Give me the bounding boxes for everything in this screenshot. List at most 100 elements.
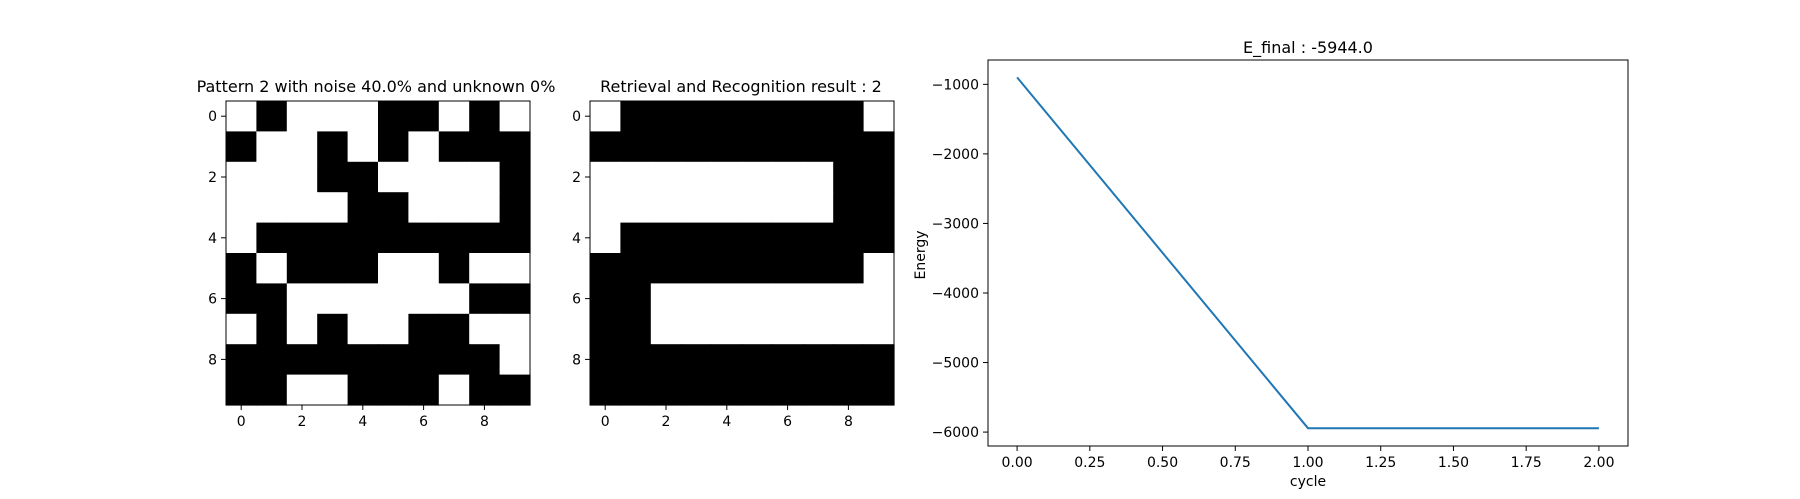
cell-r4-c0 [590,222,621,254]
cell-r8-c6 [408,344,440,376]
x-tick-label-0: 0 [601,414,610,430]
cell-r5-c0 [590,253,621,284]
cell-r8-c9 [499,344,531,376]
cell-r6-c3 [681,283,713,315]
cell-r6-c7 [802,283,834,315]
y-tick-label-4: 4 [572,231,581,247]
cell-r5-c3 [317,253,349,284]
cell-r5-c3 [681,253,713,284]
cell-r2-c7 [438,161,470,193]
y-tick-label-0: 0 [208,109,217,125]
x-tick-label-6: 6 [419,414,428,430]
retrieval-result-ticks: 0 2 4 6 8 0 2 4 6 8 [572,109,853,430]
cell-r8-c2 [650,344,682,376]
x-tick-label-7: 1.75 [1511,455,1542,471]
cell-r1-c0 [590,131,621,163]
cell-r6-c2 [286,283,318,315]
cell-r7-c2 [650,313,682,345]
energy-series-line [1016,76,1599,430]
cell-r5-c9 [499,253,531,284]
cell-r6-c9 [863,283,895,315]
retrieval-result-title: Retrieval and Recognition result : 2 [600,77,882,96]
cell-r4-c5 [378,222,409,254]
cell-r8-c9 [863,344,895,376]
cell-r0-c8 [469,101,501,132]
x-tick-label-0: 0 [237,414,246,430]
cell-r0-c7 [802,101,834,132]
cell-r7-c7 [438,313,470,345]
cell-r0-c8 [833,101,865,132]
cell-r4-c7 [802,222,834,254]
cell-r4-c4 [347,222,379,254]
cell-r3-c1 [256,192,288,224]
noisy-pattern-panel: Pattern 2 with noise 40.0% and unknown 0… [197,77,556,430]
cell-r1-c1 [256,131,288,163]
cell-r4-c4 [711,222,743,254]
cell-r1-c5 [378,131,409,163]
cell-r9-c4 [347,374,379,406]
cell-r4-c5 [742,222,773,254]
cell-r9-c3 [317,374,349,406]
energy-y-axis-label: Energy [913,230,929,279]
cell-r6-c8 [833,283,865,315]
cell-r9-c9 [499,374,531,406]
cell-r4-c6 [772,222,804,254]
cell-r5-c4 [711,253,743,284]
cell-r0-c0 [590,101,621,132]
cell-r1-c9 [863,131,895,163]
cell-r0-c1 [256,101,288,132]
cell-r9-c4 [711,374,743,406]
cell-r7-c3 [317,313,349,345]
x-tick-label-2: 0.50 [1147,455,1178,471]
x-tick-label-0: 0.00 [1002,455,1033,471]
cell-r6-c4 [347,283,379,315]
cell-r8-c5 [742,344,773,376]
y-tick-label-2: −3000 [932,216,979,232]
cell-r5-c1 [256,253,288,284]
x-tick-label-8: 8 [844,414,853,430]
x-tick-label-4: 4 [722,414,731,430]
cell-r0-c3 [681,101,713,132]
cell-r1-c5 [742,131,773,163]
cell-r2-c8 [833,161,865,193]
cell-r7-c6 [772,313,804,345]
cell-r2-c2 [286,161,318,193]
cell-r9-c7 [802,374,834,406]
cell-r3-c7 [802,192,834,224]
noisy-pattern-title: Pattern 2 with noise 40.0% and unknown 0… [197,77,556,96]
cell-r9-c8 [469,374,501,406]
y-tick-label-4: 4 [208,231,217,247]
x-tick-label-2: 2 [298,414,307,430]
cell-r2-c0 [590,161,621,193]
energy-plot-ticks: 0.00 0.25 0.50 0.75 1.00 1.25 1.50 1.75 2.00 −100… [932,77,1615,471]
cell-r6-c8 [469,283,501,315]
noisy-pattern-ticks: 0 2 4 6 8 0 2 4 6 8 [208,109,489,430]
y-tick-label-0: 0 [572,109,581,125]
cell-r4-c3 [317,222,349,254]
cell-r1-c3 [681,131,713,163]
retrieval-result-panel: Retrieval and Recognition result : 2 0 2 4… [572,77,895,430]
y-tick-label-3: −4000 [932,286,979,302]
cell-r6-c6 [408,283,440,315]
x-tick-label-2: 2 [662,414,671,430]
cell-r4-c9 [863,222,895,254]
x-tick-label-4: 1.00 [1292,455,1323,471]
cell-r0-c9 [863,101,895,132]
cell-r3-c8 [833,192,865,224]
cell-r2-c6 [408,161,440,193]
cell-r7-c4 [347,313,379,345]
cell-r3-c5 [378,192,409,224]
cell-r3-c3 [681,192,713,224]
cell-r4-c2 [650,222,682,254]
cell-r0-c7 [438,101,470,132]
cell-r6-c6 [772,283,804,315]
x-tick-label-6: 6 [783,414,792,430]
cell-r4-c6 [408,222,440,254]
cell-r9-c5 [378,374,409,406]
cell-r7-c4 [711,313,743,345]
cell-r2-c4 [711,161,743,193]
cell-r8-c1 [256,344,288,376]
cell-r3-c9 [499,192,531,224]
cell-r0-c4 [347,101,379,132]
cell-r8-c1 [620,344,652,376]
